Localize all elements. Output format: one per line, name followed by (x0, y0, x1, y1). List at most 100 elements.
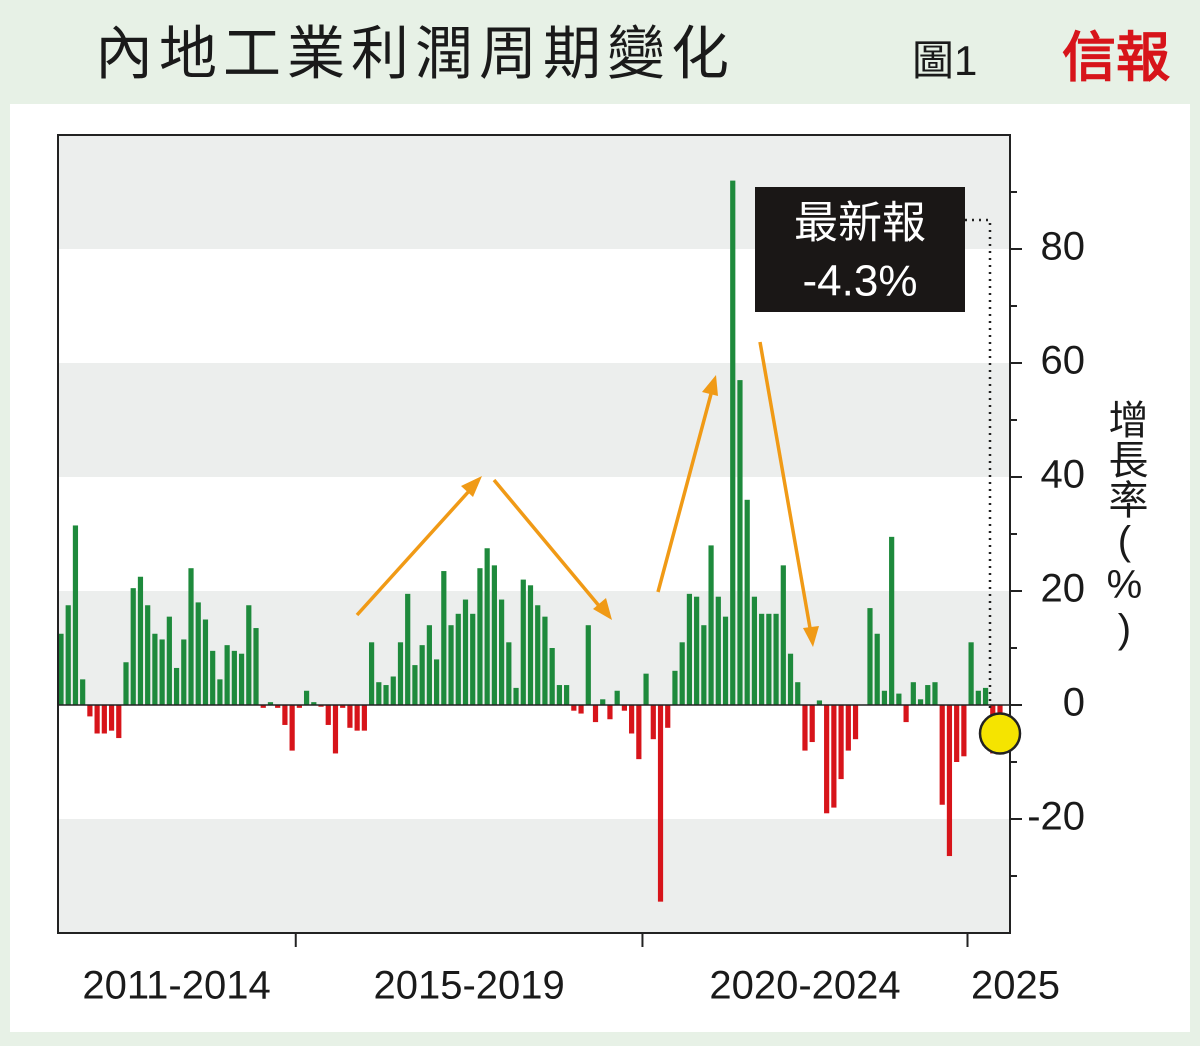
bar (210, 650, 216, 705)
bar (332, 705, 339, 754)
bar (621, 705, 627, 711)
bar (267, 702, 274, 705)
bar (672, 670, 678, 705)
bar (535, 605, 541, 705)
bar (462, 599, 469, 705)
bar (773, 613, 779, 705)
bar (657, 705, 664, 902)
bar (636, 705, 642, 760)
y-tick-label: 0 (1063, 681, 1085, 725)
bar (932, 682, 938, 705)
latest-marker (978, 712, 1022, 755)
y-axis-label: 增長率(%) (1102, 399, 1147, 651)
bar (874, 633, 880, 705)
bar (224, 645, 230, 705)
chart-title: 內地工業利潤周期變化 (95, 21, 735, 86)
bar (412, 665, 418, 705)
bar (426, 625, 432, 705)
y-tick-label: -20 (1027, 795, 1085, 839)
bar (744, 499, 750, 705)
bar (571, 705, 577, 711)
bar (751, 596, 758, 705)
bar (816, 700, 823, 705)
bar (108, 705, 115, 731)
bar (318, 705, 324, 707)
bar (130, 588, 136, 705)
bar (737, 380, 743, 705)
bar (629, 705, 635, 734)
bar (585, 625, 591, 705)
bar (542, 616, 548, 705)
annotation-text: -4.3% (803, 257, 918, 306)
figure-label: 圖1 (912, 37, 977, 84)
bar (708, 545, 714, 705)
bar (715, 596, 721, 705)
bar (65, 605, 71, 705)
bar (578, 705, 584, 714)
bar (867, 608, 873, 705)
bar (441, 571, 447, 705)
bar (455, 613, 461, 705)
bar (513, 687, 519, 705)
bar (181, 639, 187, 705)
bar (491, 565, 497, 705)
annotation-title: 最新報 (794, 199, 926, 248)
leader-line (965, 218, 992, 710)
bar (910, 682, 916, 705)
bar (390, 676, 396, 705)
bar (368, 642, 375, 705)
bar (80, 679, 86, 705)
bar (809, 705, 815, 743)
bar (852, 705, 859, 740)
bar (58, 633, 64, 705)
grid-band (58, 819, 1010, 933)
bar (289, 705, 295, 751)
bar (361, 705, 367, 731)
bar (650, 705, 656, 740)
bar (592, 705, 599, 723)
bar (946, 705, 953, 857)
bar (217, 679, 223, 705)
bar (968, 642, 974, 705)
bar (499, 599, 505, 705)
bar (72, 525, 79, 705)
bar (159, 639, 165, 705)
annotation-box (755, 187, 965, 312)
bar (246, 605, 252, 705)
bar (152, 633, 158, 705)
bar (137, 576, 144, 705)
bar (730, 180, 736, 706)
bar (87, 705, 93, 717)
bar (665, 705, 671, 728)
bar (354, 705, 360, 731)
bar (238, 653, 245, 705)
bar (917, 699, 924, 705)
bar (434, 659, 440, 705)
bar (954, 705, 960, 762)
bar (694, 596, 700, 705)
bar (260, 705, 266, 708)
x-group-label: 2025 (971, 964, 1060, 1008)
bar (484, 548, 490, 705)
bar (520, 579, 526, 705)
bar (679, 642, 685, 705)
bar (275, 705, 281, 708)
source-logo: 信報 (1062, 25, 1170, 89)
y-tick-label: 20 (1041, 567, 1086, 611)
bar (397, 642, 404, 705)
bar (376, 682, 382, 705)
bar (311, 702, 317, 705)
bar (123, 662, 129, 705)
x-group-label: 2015-2019 (373, 964, 564, 1008)
y-tick-label: 60 (1041, 339, 1086, 383)
bar (383, 685, 389, 705)
bar (701, 625, 707, 705)
bar (173, 667, 180, 705)
bar (759, 613, 765, 705)
x-group-label: 2020-2024 (709, 964, 900, 1008)
bar (896, 693, 902, 705)
bar (116, 705, 122, 739)
bar (527, 585, 534, 705)
bar (795, 682, 801, 705)
